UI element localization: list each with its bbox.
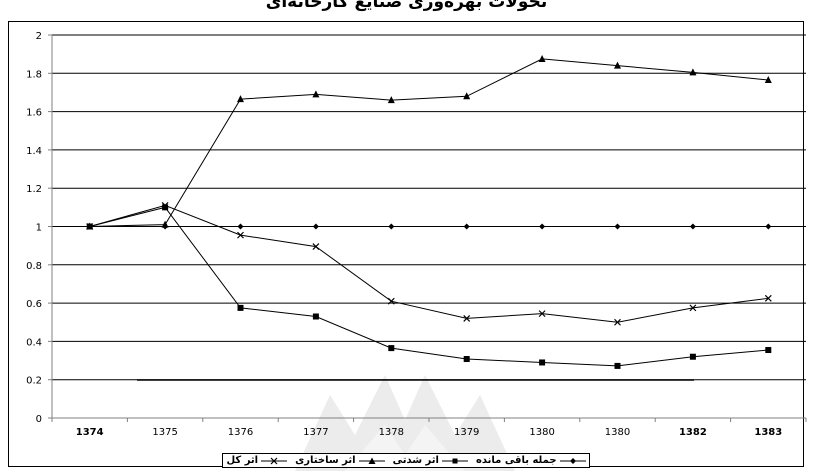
data-point-square <box>765 347 772 354</box>
data-point-x <box>764 294 772 302</box>
y-tick-label: 1.4 <box>26 146 42 157</box>
data-point-x <box>86 223 94 230</box>
data-point-diamond <box>765 223 772 230</box>
data-point-square <box>388 345 395 352</box>
x-tick-label: 1383 <box>754 427 782 438</box>
legend-item-intensity: اثر شدتی <box>393 455 468 466</box>
x-tick-labels: 1374 1375 1376 1377 1378 1379 1380 1380 1382 1383 <box>76 427 782 438</box>
y-tick-label: 1.8 <box>26 69 42 80</box>
data-point-triangle <box>237 95 244 103</box>
x-tick-label: 1379 <box>454 427 479 438</box>
data-point-square <box>614 362 621 369</box>
y-tick-label: 0.6 <box>26 299 42 310</box>
diamond-marker-icon <box>559 457 586 464</box>
x-marker-icon <box>261 457 288 464</box>
legend-label-intensity: اثر شدتی <box>392 455 439 466</box>
data-point-triangle <box>387 96 395 104</box>
data-point-triangle <box>463 92 471 100</box>
data-point-x <box>387 297 395 305</box>
triangle-marker-icon <box>358 457 385 464</box>
data-point-square <box>237 304 244 311</box>
data-point-x <box>689 304 697 312</box>
chart-frame <box>8 21 804 467</box>
y-tick-label: 1.6 <box>26 108 42 119</box>
data-point-triangle <box>538 54 546 62</box>
data-point-diamond <box>237 223 244 230</box>
data-point-triangle <box>689 68 697 76</box>
x-tick-label: 1376 <box>228 427 253 438</box>
data-point-square <box>463 356 470 363</box>
chart-title: تحولات بهره‌وری صنایع کارخانه‌ای <box>265 0 548 12</box>
data-point-x <box>237 231 244 239</box>
series-line-triangle <box>89 58 769 227</box>
data-point-triangle <box>161 220 169 228</box>
y-tick-label: 2 <box>36 31 42 42</box>
y-tick-labels: 0 0.2 0.4 0.6 0.8 1 1.2 1.4 1.6 1.8 2 <box>26 31 42 425</box>
data-point-square <box>312 313 319 320</box>
legend: جمله باقی مانده اثر شدتی اثر ساختاری اثر… <box>222 453 590 468</box>
series-triangle <box>86 54 772 230</box>
series-line-x <box>89 204 769 323</box>
data-point-triangle <box>764 76 772 84</box>
x-tick-label: 1375 <box>152 427 177 438</box>
x-tick-label: 1377 <box>303 427 328 438</box>
data-point-x <box>161 202 169 209</box>
x-tick-label: 1380 <box>529 427 554 438</box>
legend-label-residual: جمله باقی مانده <box>475 455 557 466</box>
series-diamond <box>86 223 772 230</box>
y-tick-label: 1.2 <box>26 184 42 195</box>
axes <box>48 34 807 422</box>
x-tick-label: 1382 <box>679 427 707 438</box>
data-point-triangle <box>614 61 621 69</box>
data-point-x <box>312 243 320 251</box>
data-point-diamond <box>689 223 696 230</box>
y-tick-label: 0.4 <box>26 337 42 348</box>
legend-item-residual: جمله باقی مانده <box>476 455 586 466</box>
data-point-square <box>539 359 546 366</box>
legend-label-structural: اثر ساختاری <box>295 455 356 466</box>
series-lines <box>86 54 772 369</box>
data-point-square <box>689 353 696 360</box>
series-square <box>86 204 772 369</box>
y-tick-label: 0 <box>36 414 42 425</box>
legend-label-total: اثر کل <box>226 455 259 466</box>
data-point-diamond <box>388 223 395 230</box>
data-point-diamond <box>463 223 470 230</box>
y-tick-label: 1 <box>36 223 42 234</box>
legend-item-total: اثر کل <box>226 455 288 466</box>
data-point-x <box>538 310 546 318</box>
x-tick-label: 1380 <box>605 427 630 438</box>
y-tick-label: 0.2 <box>26 376 42 387</box>
square-marker-icon <box>441 458 468 463</box>
y-tick-label: 0.8 <box>26 261 42 272</box>
data-point-triangle <box>312 90 320 98</box>
data-point-diamond <box>312 223 319 230</box>
x-tick-label: 1374 <box>76 427 104 438</box>
series-line-square <box>89 206 769 367</box>
data-point-x <box>614 318 621 326</box>
x-tick-label: 1378 <box>379 427 404 438</box>
series-x <box>86 202 772 326</box>
legend-item-structural: اثر ساختاری <box>295 455 385 466</box>
data-point-diamond <box>614 223 621 230</box>
data-point-square <box>162 204 169 211</box>
data-point-diamond <box>539 223 546 230</box>
data-point-x <box>463 314 471 322</box>
